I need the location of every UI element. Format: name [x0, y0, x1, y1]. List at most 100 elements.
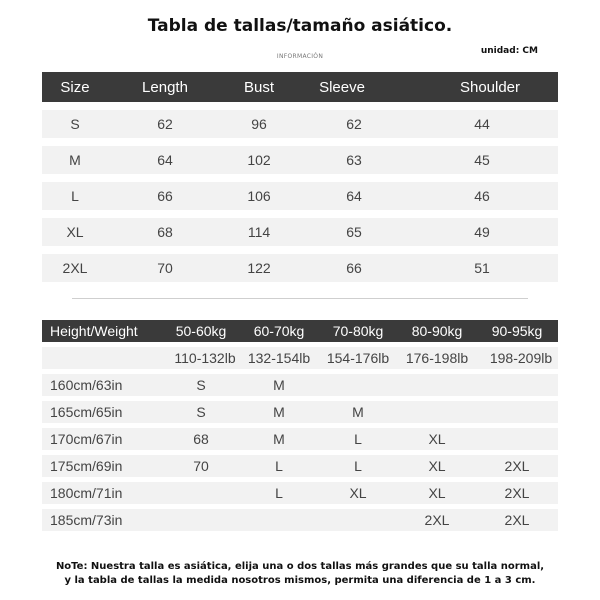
table-cell: 122	[247, 260, 271, 276]
table-row: 165cm/65in S M M	[42, 401, 558, 423]
table-cell: L	[71, 188, 79, 204]
table-cell: L	[275, 458, 283, 474]
table-cell: 106	[247, 188, 271, 204]
table-cell: 2XL	[62, 260, 88, 276]
table-cell: 175cm/69in	[50, 458, 123, 474]
table-cell: 44	[474, 116, 490, 132]
table-cell	[476, 428, 558, 450]
table-cell: 70	[157, 260, 173, 276]
table-row: 2XL 70 122 66 51	[42, 254, 558, 282]
table-cell: 170cm/67in	[50, 431, 123, 447]
table-cell: 68	[193, 431, 209, 447]
table-cell: M	[273, 431, 285, 447]
table-cell: L	[275, 485, 283, 501]
table-cell: 66	[346, 260, 362, 276]
header-cell: Bust	[243, 78, 274, 96]
table-cell	[476, 374, 558, 396]
table-cell	[318, 509, 398, 531]
header-cell: Height/Weight	[50, 323, 138, 339]
weight-table: Height/Weight 50-60kg 60-70kg 70-80kg 80…	[42, 320, 558, 531]
header-cell: 70-80kg	[332, 323, 384, 339]
table-cell: 68	[157, 224, 173, 240]
table-cell: 180cm/71in	[50, 485, 123, 501]
table-cell: XL	[349, 485, 367, 501]
weight-table-header: Height/Weight 50-60kg 60-70kg 70-80kg 80…	[42, 320, 558, 342]
header-cell: 50-60kg	[175, 323, 227, 339]
table-cell: 165cm/65in	[50, 404, 123, 420]
table-cell: 198-209lb	[489, 350, 553, 366]
table-row: 180cm/71in L XL XL 2XL	[42, 482, 558, 504]
table-row: 170cm/67in 68 M L XL	[42, 428, 558, 450]
table-cell: XL	[428, 431, 446, 447]
table-cell: L	[354, 431, 362, 447]
table-cell: L	[354, 458, 362, 474]
table-cell: 64	[157, 152, 173, 168]
table-cell	[162, 482, 240, 504]
table-cell: 46	[474, 188, 490, 204]
header-cell: 80-90kg	[411, 323, 463, 339]
header-cell: Length	[142, 78, 188, 96]
table-row: L 66 106 64 46	[42, 182, 558, 210]
table-cell: 64	[346, 188, 362, 204]
header-cell: 60-70kg	[253, 323, 305, 339]
header-cell: Sleeve	[319, 78, 365, 96]
table-cell: M	[352, 404, 364, 420]
table-cell: M	[69, 152, 81, 168]
size-table-header: Size Length Bust Sleeve Shoulder	[42, 72, 558, 102]
table-cell: 2XL	[504, 485, 530, 501]
table-cell	[240, 509, 318, 531]
table-cell: 45	[474, 152, 490, 168]
table-cell: 49	[474, 224, 490, 240]
info-label: INFORMACIÓN	[276, 53, 324, 60]
table-cell: 176-198lb	[405, 350, 469, 366]
table-row: M 64 102 63 45	[42, 146, 558, 174]
table-cell: 65	[346, 224, 362, 240]
table-cell: 154-176lb	[326, 350, 390, 366]
header-cell: 90-95kg	[491, 323, 543, 339]
table-cell: 114	[247, 224, 271, 240]
table-cell: XL	[428, 485, 446, 501]
table-cell: 160cm/63in	[50, 377, 123, 393]
unit-label: unidad: CM	[480, 46, 538, 56]
table-cell: S	[196, 377, 206, 393]
table-cell: M	[273, 377, 285, 393]
table-cell	[398, 401, 476, 423]
section-divider	[72, 298, 528, 299]
table-cell: S	[70, 116, 80, 132]
note-line: y la tabla de tallas la medida nosotros …	[64, 575, 536, 586]
table-cell	[162, 509, 240, 531]
table-cell	[476, 401, 558, 423]
table-cell: 96	[251, 116, 267, 132]
table-cell: 51	[474, 260, 490, 276]
table-cell: 2XL	[504, 458, 530, 474]
table-cell: 70	[193, 458, 209, 474]
table-row: 160cm/63in S M	[42, 374, 558, 396]
pound-row: 110-132lb 132-154lb 154-176lb 176-198lb …	[42, 347, 558, 369]
table-cell: 185cm/73in	[50, 512, 123, 528]
table-cell: 132-154lb	[247, 350, 311, 366]
table-cell	[318, 374, 398, 396]
table-row: 185cm/73in 2XL 2XL	[42, 509, 558, 531]
table-cell: S	[196, 404, 206, 420]
table-cell: 63	[346, 152, 362, 168]
table-cell: 2XL	[424, 512, 450, 528]
header-cell: Shoulder	[459, 78, 521, 96]
table-cell: XL	[428, 458, 446, 474]
table-cell: 66	[157, 188, 173, 204]
table-cell: 110-132lb	[174, 350, 236, 366]
note-line: NoTe: Nuestra talla es asiática, elija u…	[55, 561, 545, 572]
size-note: NoTe: Nuestra talla es asiática, elija u…	[0, 560, 600, 588]
table-cell: 102	[247, 152, 271, 168]
table-cell: 62	[157, 116, 173, 132]
table-cell: XL	[66, 224, 84, 240]
table-row: XL 68 114 65 49	[42, 218, 558, 246]
table-cell	[398, 374, 476, 396]
header-cell: Size	[60, 78, 90, 96]
table-cell: M	[273, 404, 285, 420]
table-cell: 62	[346, 116, 362, 132]
table-cell	[42, 347, 160, 369]
table-row: 175cm/69in 70 L L XL 2XL	[42, 455, 558, 477]
page-title: Tabla de tallas/tamaño asiático.	[147, 16, 453, 36]
table-row: S 62 96 62 44	[42, 110, 558, 138]
size-table: Size Length Bust Sleeve Shoulder S 62 96…	[42, 72, 558, 282]
